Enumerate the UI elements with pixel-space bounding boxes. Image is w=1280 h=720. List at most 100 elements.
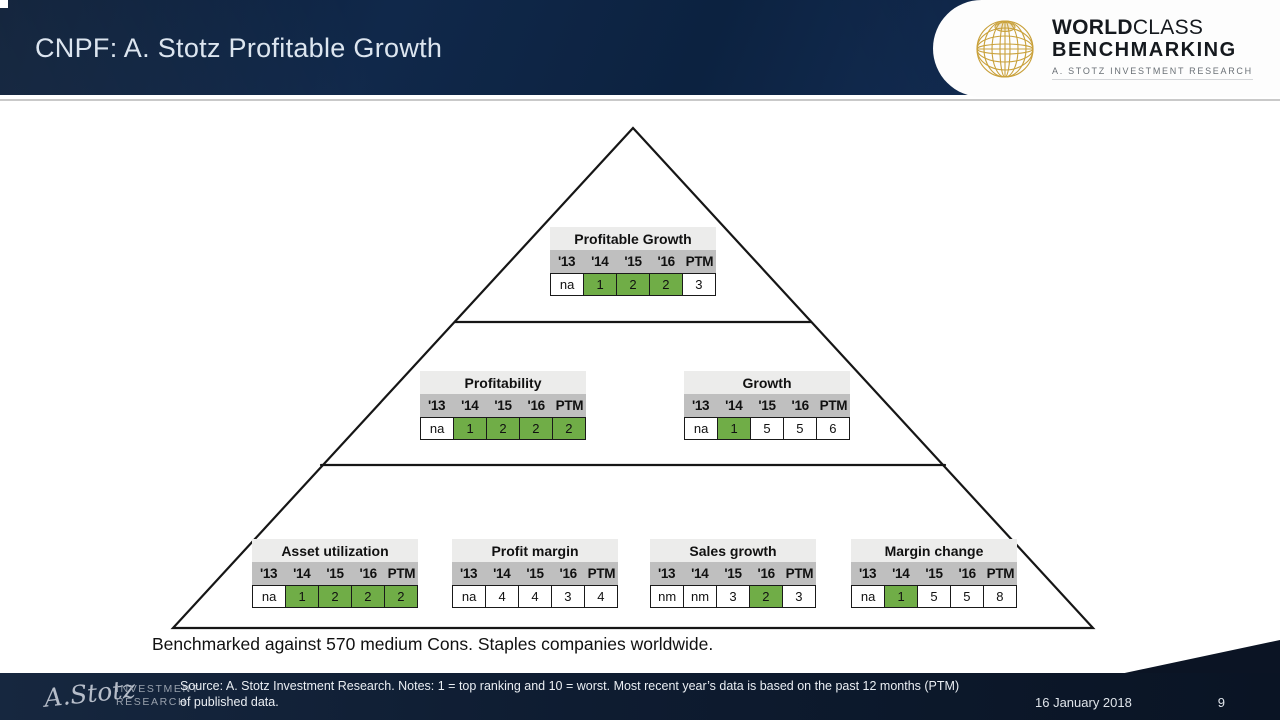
year-header-cell: '16 [757,566,776,581]
table-value-row: na 1 2 2 2 [252,585,418,608]
rank-value-cell: na [684,417,719,440]
year-header-cell: '14 [725,398,743,413]
rank-value-cell: na [420,417,455,440]
slide-date: 16 January 2018 [1035,695,1132,710]
rank-value-cell: 1 [883,585,919,608]
table-asset-utilization: Asset utilization '13'14'15'16 PTM na 1 2 2 2 [252,539,418,608]
year-header-cell: '14 [293,566,311,581]
table-value-row: na 4 4 3 4 [452,585,618,608]
table-year-header-row: '13 '14 '15 '16 PTM [550,250,716,273]
year-header-cell: '13 [459,566,478,581]
year-header-cell: PTM [785,566,814,581]
year-header-cell: '14 [892,566,910,581]
rank-value-cell: na [252,585,287,608]
year-header-cell: '15 [494,398,512,413]
rank-value-cell: 3 [715,585,751,608]
table-value-row: na 1 2 2 3 [550,273,716,296]
year-header-cell: PTM [555,398,584,413]
year-header-cell: '16 [359,566,378,581]
year-header-cell: '14 [493,566,511,581]
year-header-cell: '14 [691,566,709,581]
year-header-cell: '15 [526,566,544,581]
brand-wordmark: WORLDCLASS BENCHMARKING A. STOTZ INVESTM… [1052,17,1253,80]
year-header-cell: '13 [657,566,676,581]
year-header-cell: '16 [527,398,546,413]
table-sales-growth: Sales growth '13'14'15'16 PTM nm nm 3 2 3 [650,539,816,608]
table-year-header-row: '13 '14 '15 '16 PTM [684,394,850,417]
brand-tagline: A. STOTZ INVESTMENT RESEARCH [1052,66,1253,80]
table-year-header-row: '13 '14 '15 '16 PTM [851,562,1017,585]
year-header-cell: '14 [461,398,479,413]
table-growth: Growth '13'14'15'16 PTM na 1 5 5 6 [684,371,850,440]
pyramid-triangle [170,126,1096,630]
page-number: 9 [1217,695,1225,710]
table-margin-change: Margin change '13'14'15'16 PTM na 1 5 5 8 [851,539,1017,608]
rank-value-cell: 2 [615,273,651,296]
table-title: Sales growth [650,539,816,562]
header-gap [0,95,1280,99]
table-title: Margin change [851,539,1017,562]
rank-value-cell: 2 [383,585,418,608]
year-header-cell: '16 [559,566,578,581]
rank-value-cell: 1 [284,585,320,608]
rank-value-cell: na [851,585,886,608]
rank-value-cell: nm [682,585,718,608]
rank-value-cell: 5 [916,585,952,608]
rank-value-cell: 3 [781,585,816,608]
year-header-cell: '13 [691,398,710,413]
rank-value-cell: 2 [551,417,586,440]
rank-value-cell: 4 [517,585,553,608]
rank-value-cell: na [550,273,585,296]
table-value-row: na 1 2 2 2 [420,417,586,440]
brand-line1: WORLDCLASS [1052,16,1204,39]
page-title: CNPF: A. Stotz Profitable Growth [35,33,443,63]
rank-value-cell: 2 [485,417,521,440]
year-header-cell: '13 [858,566,877,581]
rank-value-cell: 2 [748,585,784,608]
rank-value-cell: 5 [782,417,818,440]
year-header-cell: PTM [685,254,714,269]
rank-value-cell: 3 [550,585,586,608]
year-header-cell: '13 [427,398,446,413]
rank-value-cell: 1 [716,417,752,440]
stotz-logo-caption: INVESTMENT RESEARCH [116,683,200,709]
table-year-header-row: '13 '14 '15 '16 PTM [452,562,618,585]
year-header-cell: '15 [326,566,344,581]
benchmark-note: Benchmarked against 570 medium Cons. Sta… [152,634,714,654]
stotz-logo-caption-line2: RESEARCH [116,696,188,708]
year-header-cell: PTM [819,398,848,413]
year-header-cell: '15 [624,254,642,269]
header-divider-line [0,99,1280,101]
footer-bar: A.Stotz INVESTMENT RESEARCH Source: A. S… [0,673,1280,720]
year-header-cell: '13 [259,566,278,581]
year-header-cell: PTM [587,566,616,581]
table-value-row: nm nm 3 2 3 [650,585,816,608]
table-value-row: na 1 5 5 6 [684,417,850,440]
table-value-row: na 1 5 5 8 [851,585,1017,608]
globe-icon [976,19,1034,78]
rank-value-cell: 2 [317,585,353,608]
year-header-cell: '16 [657,254,676,269]
table-profitable-growth: Profitable Growth '13'14'15'16 PTM na 1 2 2 3 [550,227,716,296]
rank-value-cell: 5 [949,585,985,608]
source-note: Source: A. Stotz Investment Research. No… [180,679,960,709]
year-header-cell: '15 [925,566,943,581]
rank-value-cell: na [452,585,487,608]
rank-value-cell: 5 [749,417,785,440]
year-header-cell: PTM [387,566,416,581]
rank-value-cell: 2 [350,585,386,608]
brand-line2: BENCHMARKING [1052,39,1237,61]
table-title: Asset utilization [252,539,418,562]
rank-value-cell: nm [650,585,685,608]
year-header-cell: '13 [557,254,576,269]
table-year-header-row: '13 '14 '15 '16 PTM [252,562,418,585]
corner-notch [0,0,8,8]
year-header-cell: '15 [758,398,776,413]
brand-logo-panel: WORLDCLASS BENCHMARKING A. STOTZ INVESTM… [933,0,1280,97]
year-header-cell: '16 [791,398,810,413]
year-header-cell: PTM [986,566,1015,581]
table-title: Profitable Growth [550,227,716,250]
table-profitability: Profitability '13'14'15'16 PTM na 1 2 2 2 [420,371,586,440]
